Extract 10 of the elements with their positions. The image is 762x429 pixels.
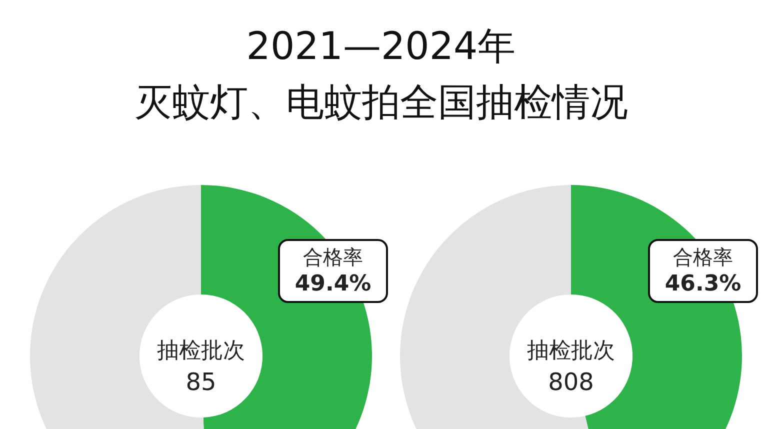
chart-title: 2021—2024年 [245, 23, 517, 70]
chart-subtitle: 灭蚊灯、电蚊拍全国抽检情况 [133, 79, 629, 126]
slice-label: 合格率 [303, 245, 363, 270]
text: 808 [548, 368, 594, 396]
text: 85 [186, 368, 216, 396]
slice-label: 合格率 [673, 245, 733, 270]
text: 抽检批次 [157, 338, 245, 364]
text: 抽检批次 [527, 338, 615, 364]
data-label: 49.4% [294, 272, 372, 297]
data-label: 46.3% [664, 272, 742, 297]
